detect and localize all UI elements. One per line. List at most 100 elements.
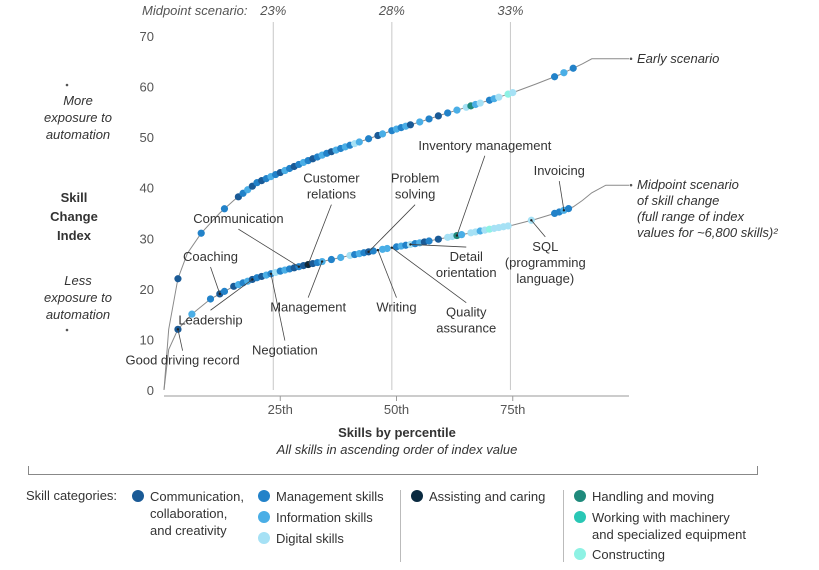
data-point xyxy=(206,295,215,303)
annotation-anchor xyxy=(390,246,394,249)
series-label: Midpoint scenario of skill change (full ra… xyxy=(637,177,778,240)
legend-swatch xyxy=(411,490,423,502)
legend-label: Communication, collaboration, and creati… xyxy=(150,489,244,538)
annotation-leader xyxy=(210,279,253,311)
annotation-anchor xyxy=(376,248,380,252)
series-label-marker xyxy=(629,57,633,61)
annotation-leader xyxy=(307,204,332,265)
annotation-leader xyxy=(210,266,221,295)
legend-item-digital: Digital skills xyxy=(258,530,344,547)
y-tick-label: 70 xyxy=(140,29,154,44)
legend-separator xyxy=(563,490,564,562)
annotation-label: SQL (programming language) xyxy=(505,239,586,286)
data-point xyxy=(509,89,517,97)
annotation-leader xyxy=(238,228,300,268)
annotation-anchor xyxy=(320,260,324,263)
legend-item-info: Information skills xyxy=(258,509,373,526)
annotation-leader xyxy=(270,273,286,341)
data-point xyxy=(476,99,484,107)
data-point xyxy=(327,255,335,264)
legend-swatch xyxy=(574,548,586,560)
data-point xyxy=(551,73,559,81)
y-label-top: More exposure to automation xyxy=(44,93,112,142)
annotation-label: Problem solving xyxy=(391,171,439,202)
annotation-label: Leadership xyxy=(178,312,242,327)
data-point xyxy=(406,121,415,129)
x-axis-subtitle: All skills in ascending order of index v… xyxy=(276,442,518,457)
x-tick-label: 75th xyxy=(500,402,525,417)
data-point xyxy=(434,235,442,243)
data-point xyxy=(560,69,568,77)
y-axis-title: Skill Change Index xyxy=(50,190,98,243)
legend-separator xyxy=(400,490,401,562)
x-axis-title: Skills by percentile xyxy=(338,425,456,440)
chart-text: Midpoint scenario: 23% 28% 33% 0 10 20 30 40 50 60… xyxy=(44,3,778,457)
legend-title: Skill categories: xyxy=(26,488,118,503)
header-tick-label: 33% xyxy=(497,3,523,18)
annotation-anchor xyxy=(176,328,180,331)
data-point xyxy=(378,130,387,138)
series-label: Early scenario xyxy=(637,51,719,66)
y-tick-label: 50 xyxy=(140,130,154,145)
legend-swatch xyxy=(258,511,270,523)
annotation-label: Communication xyxy=(193,211,283,226)
annotation-leader xyxy=(307,261,323,298)
legend-label: Digital skills xyxy=(276,531,344,546)
y-tick-label: 30 xyxy=(140,231,154,246)
data-point xyxy=(369,247,377,255)
y-tick-label: 0 xyxy=(147,383,154,398)
annotation-label: Inventory management xyxy=(418,138,551,153)
data-point xyxy=(220,287,229,295)
annotation-anchor xyxy=(218,292,221,296)
legend-item-machinery: Working with machinery and specialized e… xyxy=(574,509,746,543)
annotation-anchor xyxy=(251,278,254,281)
annotation-label: Writing xyxy=(376,300,416,315)
data-point xyxy=(453,106,461,114)
data-point xyxy=(220,205,229,213)
annotation-leaders xyxy=(176,155,566,351)
legend-swatch xyxy=(258,490,270,502)
annotation-anchor xyxy=(409,243,412,246)
header-tick-label: 23% xyxy=(259,3,286,18)
legend-label: Management skills xyxy=(276,489,384,504)
annotation-anchor xyxy=(367,250,370,254)
annotation-label: Good driving record xyxy=(126,353,240,368)
legend-swatch xyxy=(258,532,270,544)
annotation-leader xyxy=(177,329,183,351)
data-point xyxy=(569,64,577,72)
data-point xyxy=(504,222,512,230)
legend-swatch xyxy=(574,490,586,502)
annotation-leader xyxy=(456,155,486,236)
annotation-label: Coaching xyxy=(183,249,238,264)
y-tick-label: 20 xyxy=(140,282,154,297)
header-label: Midpoint scenario: xyxy=(142,3,248,18)
annotation-leader xyxy=(558,181,565,211)
series-points xyxy=(174,64,577,333)
annotation-label: Negotiation xyxy=(252,343,318,358)
annotation-anchor xyxy=(269,272,273,275)
data-point xyxy=(564,205,573,213)
data-point xyxy=(495,93,503,101)
legend-item-mgmt: Management skills xyxy=(258,488,384,505)
x-tick-label: 25th xyxy=(268,402,293,417)
annotation-anchor xyxy=(562,209,566,212)
legend-label: Assisting and caring xyxy=(429,489,546,504)
legend-swatch xyxy=(574,511,586,523)
data-point xyxy=(188,310,196,318)
legend-label: Handling and moving xyxy=(592,489,715,504)
series-label-marker xyxy=(629,183,633,187)
data-point xyxy=(416,118,424,126)
gridlines xyxy=(164,22,629,401)
annotation-leader xyxy=(368,204,416,253)
annotation-anchor xyxy=(297,265,301,268)
header-tick-label: 28% xyxy=(378,3,405,18)
y-tick-label: 10 xyxy=(140,332,154,347)
y-label-top-marker xyxy=(65,83,69,87)
annotation-leader xyxy=(531,220,546,238)
annotation-label: Invoicing xyxy=(534,163,585,178)
data-point xyxy=(383,244,391,253)
skill-change-chart: Midpoint scenario: 23% 28% 33% 0 10 20 30 40 50 60… xyxy=(44,3,778,457)
legend-label: Information skills xyxy=(276,510,373,525)
data-point xyxy=(337,253,345,262)
